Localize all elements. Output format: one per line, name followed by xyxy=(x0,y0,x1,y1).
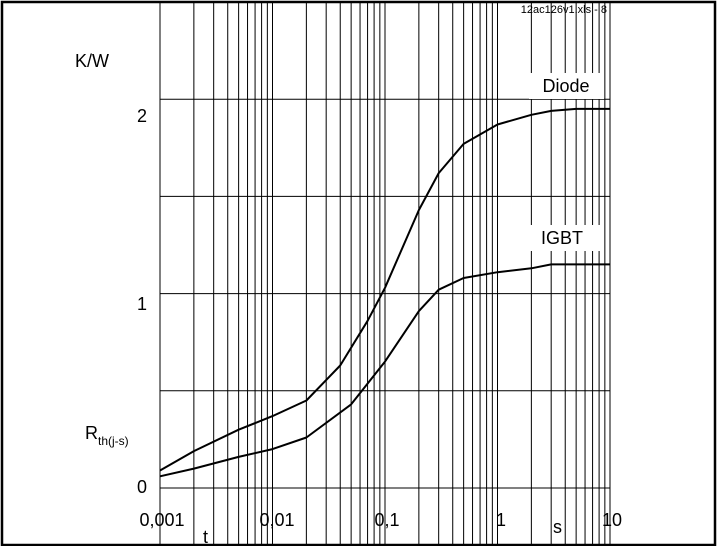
y-tick-label-2: 2 xyxy=(137,106,147,126)
x-tick-label-3: 1 xyxy=(496,510,506,530)
y-unit-label: K/W xyxy=(75,51,109,71)
series-line-diode xyxy=(159,107,610,472)
y-symbol-main: R xyxy=(85,423,98,443)
x-tick-label-2: 0,1 xyxy=(374,510,399,530)
igbt-label-bg xyxy=(524,225,600,251)
diode-label: Diode xyxy=(542,76,589,96)
file-label: 12ac126v1.xls - 8 xyxy=(521,4,607,16)
igbt-label: IGBT xyxy=(541,228,583,248)
x-symbol: t xyxy=(203,527,208,546)
diode-label-bg xyxy=(529,73,604,99)
x-tick-label-4: 10 xyxy=(602,510,622,530)
x-tick-label-0: 0,001 xyxy=(139,510,184,530)
grid xyxy=(159,1,611,546)
series-group xyxy=(159,107,610,478)
y-tick-label-1: 1 xyxy=(137,294,147,314)
y-symbol: Rth(j-s) xyxy=(85,423,129,448)
x-unit-label: s xyxy=(553,517,562,537)
y-symbol-sub: th(j-s) xyxy=(98,434,129,448)
y-tick-label-0: 0 xyxy=(137,477,147,497)
series-line-igbt xyxy=(159,263,610,478)
x-tick-label-1: 0,01 xyxy=(259,510,294,530)
